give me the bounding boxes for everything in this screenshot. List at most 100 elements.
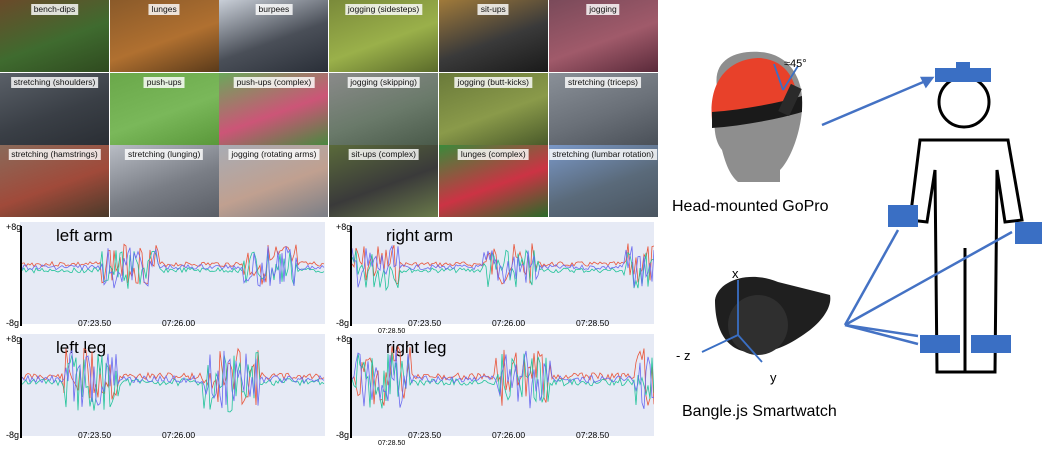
setup-illustration (701, 51, 1042, 374)
exercise-tile: lunges (109, 0, 219, 72)
exercise-tile: jogging (butt-kicks) (438, 72, 548, 145)
smartwatch-illustration (701, 276, 831, 363)
sensor-markers (888, 62, 1042, 353)
signal-traces (352, 243, 654, 292)
y-min-label: -8g (6, 318, 20, 328)
x-tick-label: 07:28.50 (576, 318, 610, 328)
exercise-tile: jogging (rotating arms) (219, 145, 329, 217)
y-max-label: +8g (6, 222, 22, 232)
signal-trace-z (22, 349, 325, 409)
signal-panel (350, 334, 654, 436)
exercise-label: sit-ups (complex) (348, 149, 419, 160)
x-tick-overflow-label: 07:28.50 (378, 440, 406, 447)
x-tick-label: 07:23.50 (408, 430, 442, 440)
y-max-label: +8g (336, 222, 352, 232)
y-axis-line (20, 338, 22, 438)
signal-trace-x (352, 243, 654, 285)
exercise-label: lunges (148, 4, 180, 15)
x-tick-overflow-label: 07:28.50 (378, 328, 406, 335)
y-max-label: +8g (6, 334, 22, 344)
signal-trace-y (352, 249, 654, 292)
person-figure (908, 75, 1024, 374)
view-axis-line (773, 63, 784, 91)
x-tick-label: 07:23.50 (408, 318, 442, 328)
y-axis-line (350, 338, 352, 438)
exercise-label: sit-ups (477, 4, 509, 15)
head-sensor (935, 68, 991, 82)
gopro-caption: Head-mounted GoPro (672, 198, 829, 215)
y-axis-line (350, 226, 352, 326)
exercise-tile: stretching (lunging) (109, 145, 219, 217)
watch-z-axis (701, 334, 739, 353)
sensor-arrows (821, 76, 1013, 346)
left-leg-sensor (920, 335, 960, 353)
y-max-label: +8g (336, 334, 352, 344)
x-tick-label: 07:26.00 (492, 318, 526, 328)
signal-trace-x (22, 243, 325, 285)
signal-traces (22, 243, 325, 289)
signal-trace-z (22, 246, 325, 289)
exercise-label: lunges (complex) (457, 149, 529, 160)
signal-panel (350, 222, 654, 324)
watch-axis-z-label: - z (676, 348, 691, 363)
watch-y-axis (737, 334, 763, 363)
exercise-tile: jogging (548, 0, 658, 72)
signal-traces (352, 345, 654, 410)
angle-label: ≈45° (784, 58, 807, 70)
exercise-label: burpees (255, 4, 293, 15)
exercise-tile: push-ups (complex) (219, 72, 329, 145)
exercise-label: push-ups (complex) (233, 76, 315, 88)
exercise-label: push-ups (143, 76, 185, 88)
exercise-video-grid: bench-dips lunges burpees jogging (sidestep… (0, 0, 658, 218)
y-axis-line (20, 226, 22, 326)
exercise-tile: stretching (lumbar rotation) (548, 145, 658, 217)
exercise-tile: jogging (skipping) (329, 72, 439, 145)
arrow-to-legs (844, 323, 919, 338)
x-tick-label: 07:23.50 (78, 430, 112, 440)
exercise-tile: push-ups (109, 72, 219, 145)
exercise-tile: stretching (triceps) (548, 72, 658, 145)
exercise-label: stretching (lumbar rotation) (549, 149, 657, 160)
exercise-label: stretching (lunging) (125, 149, 204, 160)
exercise-label: jogging (rotating arms) (228, 149, 320, 160)
plot-title: left arm (56, 226, 113, 245)
exercise-label: jogging (586, 4, 620, 15)
x-tick-label: 07:26.00 (162, 430, 196, 440)
head-strap-black (712, 96, 802, 128)
exercise-tile: burpees (219, 0, 329, 72)
exercise-tile: bench-dips (0, 0, 109, 72)
sensor-setup-diagram: ≈45° Head-mounted GoPro Bangle.js Smartw… (660, 0, 1042, 446)
arrow-to-left-arm (843, 229, 900, 326)
plot-title: left leg (56, 338, 107, 357)
x-tick-label: 07:28.50 (576, 430, 610, 440)
x-tick-label: 07:26.00 (162, 318, 196, 328)
exercise-tile: stretching (shoulders) (0, 72, 109, 145)
signal-trace-y (22, 250, 325, 289)
right-leg-sensor (971, 335, 1011, 353)
right-arm-sensor (1015, 222, 1042, 244)
arrow-to-head (821, 78, 929, 127)
signal-traces (22, 347, 325, 413)
arrow-to-right-arm (844, 230, 1013, 327)
exercise-label: stretching (triceps) (565, 76, 641, 88)
watch-axis-y-label: y (770, 370, 777, 385)
arrowhead-head (919, 76, 935, 89)
plot-title: right leg (386, 338, 447, 357)
x-tick-label: 07:23.50 (78, 318, 112, 328)
exercise-label: stretching (shoulders) (10, 76, 99, 88)
x-tick-label: 07:26.00 (492, 430, 526, 440)
exercise-label: jogging (skipping) (347, 76, 420, 88)
exercise-label: stretching (hamstrings) (8, 149, 101, 160)
gopro-marker (956, 62, 970, 70)
watch-face (728, 295, 788, 355)
head-gopro-illustration (711, 51, 803, 182)
signal-trace-z (352, 244, 654, 288)
exercise-tile: stretching (hamstrings) (0, 145, 109, 217)
y-min-label: -8g (336, 430, 350, 440)
exercise-tile: lunges (complex) (438, 145, 548, 217)
person-head (937, 75, 991, 129)
person-body (908, 138, 1024, 374)
gopro-camera (778, 83, 802, 117)
signal-panel (20, 222, 325, 324)
exercise-label: jogging (sidesteps) (344, 4, 423, 15)
